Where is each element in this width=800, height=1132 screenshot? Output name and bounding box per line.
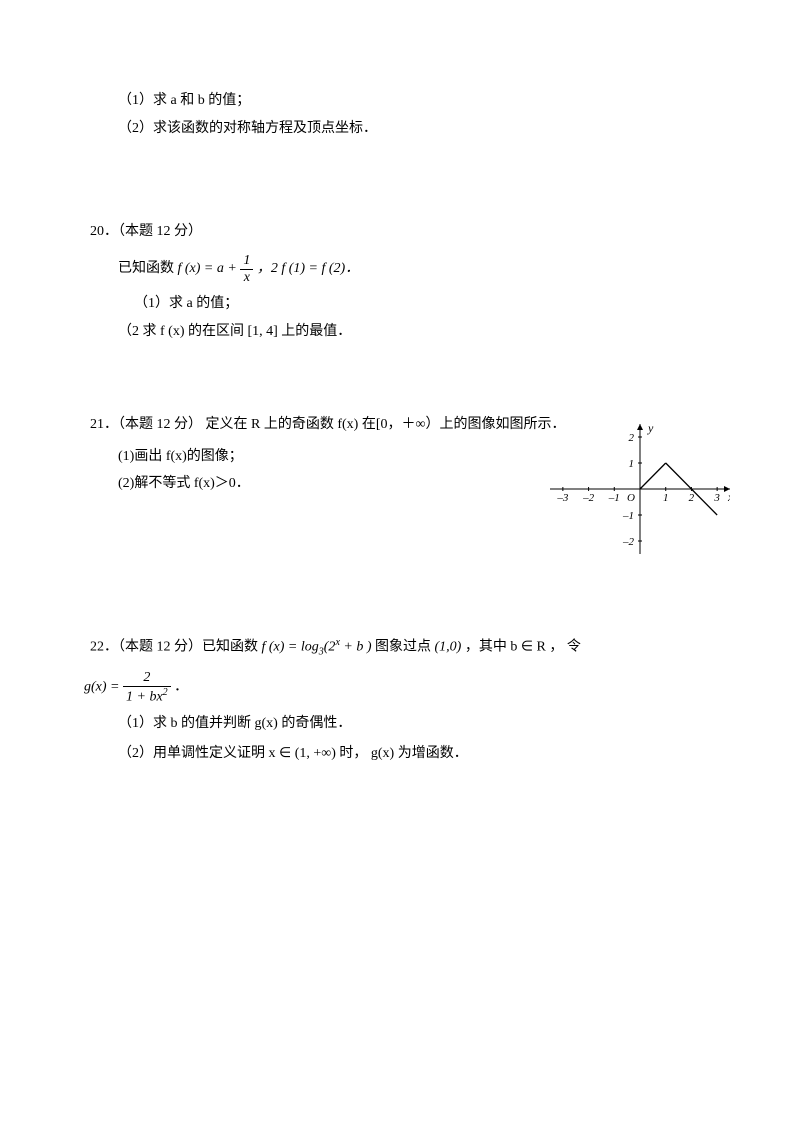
q20-part1: （1）求 a 的值；: [134, 293, 710, 315]
logarg: (2: [324, 640, 336, 655]
numerator: 1: [240, 253, 253, 269]
svg-text:2: 2: [689, 492, 695, 504]
logargend: + b ): [340, 640, 372, 655]
prefix: 已知函数: [118, 261, 178, 276]
svg-text:y: y: [647, 424, 654, 435]
gx-den: 1 + bx2: [123, 687, 171, 705]
svg-text:–2: –2: [582, 492, 595, 504]
q20-part2: （2 求 f (x) 的在区间 [1, 4] 上的最值．: [118, 321, 710, 343]
fraction: 1 x: [240, 253, 253, 285]
period: ．: [174, 680, 188, 695]
gx-den-prefix: 1 + bx: [126, 689, 163, 704]
mid: 图象过点: [375, 640, 431, 655]
q22-part2: （2）用单调性定义证明 x ∈ (1, +∞) 时， g(x) 为增函数．: [118, 743, 710, 765]
q21: 21．（本题 12 分） 定义在 R 上的奇函数 f(x) 在[0，＋∞）上的图…: [90, 414, 710, 495]
q22-part1: （1）求 b 的值并判断 g(x) 的奇偶性．: [118, 713, 710, 735]
q20-given: 已知函数 f (x) = a + 1 x ，2 f (1) = f (2)．: [118, 253, 710, 285]
gx-lhs: g(x) =: [84, 680, 123, 695]
svg-text:–1: –1: [608, 492, 620, 504]
q19-part2: （2）求该函数的对称轴方程及顶点坐标．: [118, 118, 710, 140]
q22-header: 22．（本题 12 分）已知函数 f (x) = log3(2x + b ) 图…: [90, 635, 710, 660]
svg-text:O: O: [627, 492, 635, 504]
gx-num: 2: [123, 670, 171, 686]
gx-frac: 2 1 + bx2: [123, 670, 171, 704]
text: (1)画出 f(x)的图像；: [118, 449, 243, 464]
q22-gx: g(x) = 2 1 + bx2 ．: [84, 670, 710, 704]
svg-text:1: 1: [663, 492, 669, 504]
q19-part1: （1）求 a 和 b 的值；: [118, 90, 710, 112]
text: （1）求 a 的值；: [134, 296, 238, 311]
graph-svg: –3 –2 –1 1 2 3 –2 –1 1 2 Ox y: [550, 424, 730, 554]
svg-text:–2: –2: [622, 536, 635, 548]
fx: f (x) = log: [262, 640, 319, 655]
svg-text:x: x: [727, 490, 730, 504]
graph-figure: –3 –2 –1 1 2 3 –2 –1 1 2 Ox y: [550, 424, 730, 554]
denominator: x: [240, 270, 253, 285]
text: 20．（本题 12 分）: [90, 224, 202, 239]
text: （1）求 b 的值并判断 g(x) 的奇偶性．: [118, 716, 351, 731]
text: (2)解不等式 f(x)＞0．: [118, 476, 250, 491]
text: 21．（本题 12 分） 定义在 R 上的奇函数 f(x) 在[0，＋∞）上的图…: [90, 417, 565, 432]
svg-text:2: 2: [629, 432, 635, 444]
gx-den-exp: 2: [163, 687, 168, 698]
text: （1）求 a 和 b 的值；: [118, 93, 250, 108]
svg-text:–1: –1: [622, 510, 634, 522]
suffix: ，其中 b ∈ R ， 令: [465, 640, 581, 655]
text: （2 求 f (x) 的在区间 [1, 4] 上的最值．: [118, 324, 351, 339]
prefix: 22．（本题 12 分）已知函数: [90, 640, 262, 655]
q20: 20．（本题 12 分） 已知函数 f (x) = a + 1 x ，2 f (…: [90, 221, 710, 344]
suffix: ，2 f (1) = f (2)．: [257, 261, 359, 276]
q22: 22．（本题 12 分）已知函数 f (x) = log3(2x + b ) 图…: [90, 635, 710, 766]
text: （2）用单调性定义证明 x ∈ (1, +∞) 时， g(x) 为增函数．: [118, 746, 468, 761]
svg-text:1: 1: [629, 458, 635, 470]
svg-text:3: 3: [713, 492, 720, 504]
text: （2）求该函数的对称轴方程及顶点坐标．: [118, 121, 377, 136]
q20-header: 20．（本题 12 分）: [90, 221, 710, 243]
point: (1,0): [435, 640, 462, 655]
fx-eq: f (x) = a +: [178, 261, 241, 276]
svg-text:–3: –3: [556, 492, 569, 504]
